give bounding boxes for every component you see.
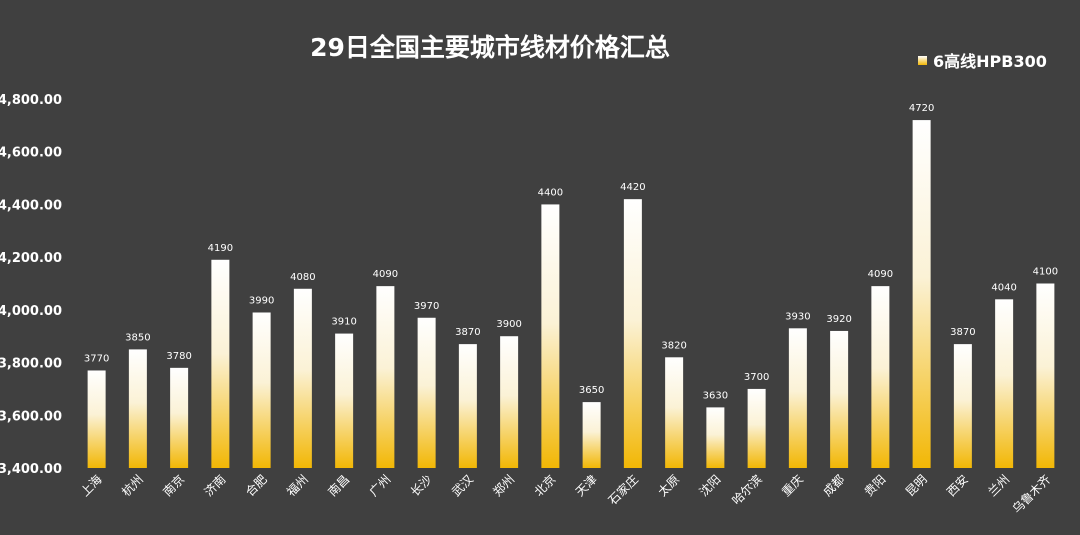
- data-label: 4040: [991, 282, 1016, 293]
- x-tick-label: 石家庄: [605, 472, 641, 508]
- x-tick-label: 沈阳: [696, 472, 724, 500]
- x-tick-label: 合肥: [242, 472, 270, 500]
- x-tick-label: 兰州: [985, 472, 1012, 499]
- data-label: 3990: [249, 295, 274, 306]
- x-tick-label: 武汉: [449, 472, 476, 499]
- y-tick-label: 4,800.00: [0, 93, 62, 108]
- bar: [830, 330, 849, 468]
- data-label: 3870: [455, 327, 480, 338]
- x-tick-label: 杭州: [118, 472, 146, 500]
- x-tick-label: 天津: [573, 472, 600, 499]
- bar: [912, 120, 931, 468]
- y-tick-label: 3,600.00: [0, 409, 62, 424]
- x-tick-label: 南京: [160, 472, 188, 500]
- x-tick-label: 上海: [77, 472, 105, 500]
- data-label: 4080: [290, 272, 315, 283]
- bar: [211, 259, 230, 468]
- data-label: 3900: [496, 319, 521, 330]
- data-label: 4420: [620, 182, 645, 193]
- y-tick-label: 4,200.00: [0, 251, 62, 266]
- data-label: 3870: [950, 327, 975, 338]
- data-label: 3820: [661, 340, 686, 351]
- legend-label: 6高线HPB300: [933, 52, 1047, 71]
- legend-swatch: [918, 55, 927, 65]
- bar: [417, 317, 436, 468]
- x-tick-label: 贵阳: [862, 472, 889, 499]
- y-tick-label: 4,000.00: [0, 304, 62, 319]
- data-label: 3630: [703, 390, 728, 401]
- bar: [582, 402, 601, 468]
- data-label: 4090: [868, 269, 893, 280]
- bar: [293, 288, 312, 468]
- x-tick-label: 昆明: [903, 472, 930, 499]
- x-tick-label: 广州: [367, 472, 394, 499]
- data-label: 3910: [331, 317, 356, 328]
- x-tick-label: 太原: [655, 472, 683, 500]
- bar: [335, 333, 354, 468]
- data-label: 4190: [208, 243, 233, 254]
- data-label: 3770: [84, 353, 109, 364]
- bar: [995, 299, 1014, 468]
- legend: 6高线HPB300: [918, 48, 1047, 72]
- data-label: 3930: [785, 311, 810, 322]
- y-tick-label: 3,800.00: [0, 357, 62, 372]
- bar: [1036, 283, 1055, 468]
- data-label: 3970: [414, 301, 439, 312]
- bar: [87, 370, 106, 468]
- bar: [128, 349, 147, 468]
- bar: [170, 367, 189, 468]
- x-tick-label: 重庆: [779, 472, 806, 499]
- bar: [252, 312, 271, 468]
- bar: [541, 204, 560, 468]
- x-tick-label: 长沙: [408, 472, 435, 499]
- y-tick-label: 4,600.00: [0, 146, 62, 161]
- x-tick-label: 乌鲁木齐: [1009, 472, 1054, 517]
- bar: [376, 286, 395, 468]
- x-tick-label: 西安: [943, 472, 971, 500]
- data-label: 3850: [125, 332, 150, 343]
- x-tick-label: 南昌: [325, 472, 353, 500]
- bar: [500, 336, 519, 468]
- bar: [747, 388, 766, 468]
- bar: [953, 344, 972, 468]
- data-label: 3920: [826, 314, 851, 325]
- bar: [706, 407, 725, 468]
- x-tick-label: 济南: [201, 472, 229, 500]
- chart-title: 29日全国主要城市线材价格汇总: [310, 33, 670, 62]
- data-label: 3650: [579, 385, 604, 396]
- data-label: 4720: [909, 103, 934, 114]
- x-tick-label: 郑州: [490, 472, 518, 500]
- y-tick-label: 3,400.00: [0, 462, 62, 477]
- bar: [458, 344, 477, 468]
- data-label: 4100: [1033, 267, 1058, 278]
- data-label: 3780: [166, 351, 191, 362]
- x-tick-label: 福州: [283, 472, 311, 500]
- y-tick-label: 4,400.00: [0, 198, 62, 213]
- bar: [665, 357, 684, 468]
- bar: [871, 286, 890, 468]
- bar: [623, 199, 642, 468]
- data-label: 4090: [373, 269, 398, 280]
- x-tick-label: 成都: [820, 472, 847, 499]
- x-tick-label: 哈尔滨: [729, 472, 765, 508]
- data-label: 4400: [538, 187, 563, 198]
- data-label: 3700: [744, 372, 769, 383]
- x-tick-label: 北京: [532, 472, 559, 499]
- bar: [788, 328, 807, 468]
